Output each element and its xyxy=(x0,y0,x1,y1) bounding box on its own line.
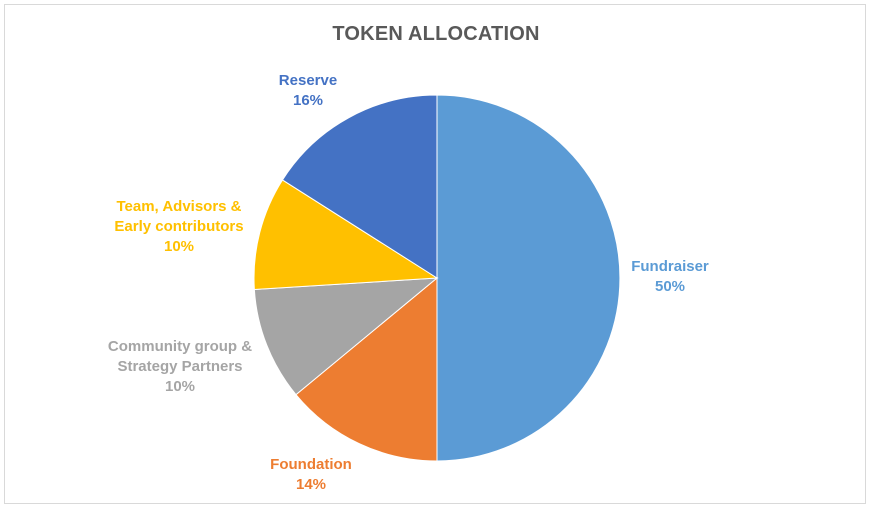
slice-category-label: Reserve xyxy=(278,72,338,89)
slice-label: Foundation 14% xyxy=(270,455,352,495)
pie-slice xyxy=(281,94,438,279)
chart-frame: TOKEN ALLOCATION Fundraiser 50% Foundation… xyxy=(4,4,866,504)
slice-category-label: Foundation xyxy=(270,456,352,473)
pie-slice xyxy=(436,94,621,462)
slice-label: Team, Advisors & Early contributors 10% xyxy=(114,197,243,257)
slice-value-label: 50% xyxy=(654,278,686,295)
pie-slice xyxy=(253,179,439,291)
slice-category-label: Fundraiser xyxy=(631,258,709,275)
pie-slice xyxy=(253,277,439,396)
slice-category-label: Early contributors xyxy=(114,218,244,235)
chart-title: TOKEN ALLOCATION xyxy=(332,23,540,45)
slice-value-label: 14% xyxy=(295,476,327,493)
slice-label: Fundraiser 50% xyxy=(631,257,709,297)
slice-value-label: 16% xyxy=(292,92,324,109)
slice-value-label: 10% xyxy=(163,238,195,255)
slice-label: Reserve 16% xyxy=(279,71,337,111)
pie-slice xyxy=(295,276,438,462)
slice-category-label: Team, Advisors & xyxy=(116,198,242,215)
slice-category-label: Community group & xyxy=(107,338,253,355)
slice-category-label: Strategy Partners xyxy=(117,358,243,375)
slice-label: Community group & Strategy Partners 10% xyxy=(108,337,252,397)
pie-chart xyxy=(253,94,621,462)
slice-value-label: 10% xyxy=(164,378,196,395)
